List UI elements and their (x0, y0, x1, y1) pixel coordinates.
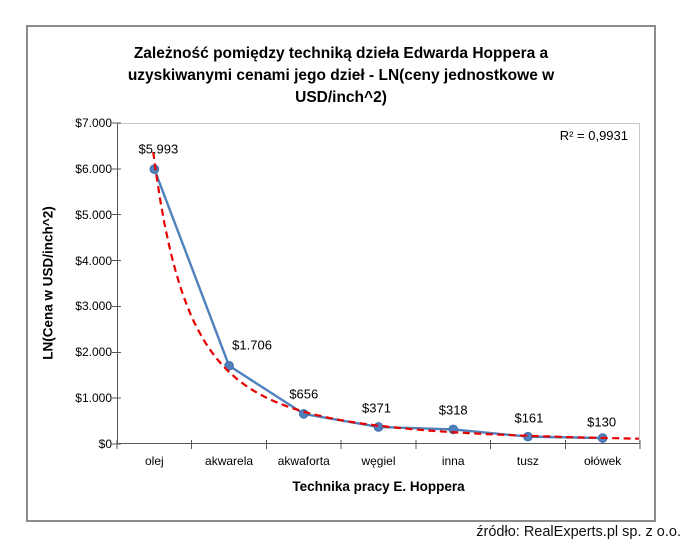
x-axis-tick-label: inna (441, 454, 465, 468)
r-squared-label: R² = 0,9931 (559, 128, 628, 143)
x-axis-tick-label: akwarela (205, 454, 254, 468)
x-axis-tick-label: węgiel (361, 454, 396, 468)
chart-title-line: uzyskiwanymi cenami jego dzieł - LN(ceny… (127, 67, 555, 84)
data-point-label: $5.993 (138, 141, 179, 157)
y-axis-tick-label: $3.000 (75, 299, 112, 314)
data-point-label: $371 (362, 400, 391, 416)
y-axis-tick-label: $7.000 (75, 116, 112, 130)
trendline (152, 151, 639, 440)
source-credit: źródło: RealExperts.pl sp. z o.o. (476, 524, 681, 540)
chart-title: Zależność pomiędzy techniką dzieła Edwar… (68, 43, 614, 109)
plot-area (117, 123, 640, 444)
y-axis-tick-label: $6.000 (75, 161, 112, 176)
y-axis-tick-label: $1.000 (75, 391, 112, 406)
data-point-label: $130 (587, 414, 617, 430)
chart-title-line: USD/inch^2) (295, 89, 387, 106)
data-point-label: $656 (289, 386, 319, 402)
y-axis-tick-label: $2.000 (75, 345, 112, 360)
data-point-label: $318 (438, 402, 468, 418)
x-axis-tick-label: ołówek (583, 454, 622, 468)
data-point-label: $161 (514, 410, 544, 426)
series-line (153, 167, 604, 440)
data-point-marker (224, 360, 234, 371)
plot-svg (112, 122, 641, 449)
data-point-label: $1.706 (232, 337, 272, 353)
x-axis-tick-label: olej (145, 454, 164, 468)
x-axis-title: Technika pracy E. Hoppera (292, 479, 465, 494)
y-axis-tick-label: $4.000 (75, 253, 112, 268)
y-axis-tick-label: $5.000 (75, 207, 112, 222)
y-axis-tick-label: $0 (98, 437, 112, 451)
chart-title-line: Zależność pomiędzy techniką dzieła Edwar… (133, 45, 549, 62)
chart-frame: Zależność pomiędzy techniką dzieła Edwar… (26, 25, 656, 522)
x-axis-tick-label: tusz (516, 454, 539, 468)
data-point-marker (373, 422, 384, 432)
x-axis-tick-label: akwaforta (277, 454, 330, 468)
